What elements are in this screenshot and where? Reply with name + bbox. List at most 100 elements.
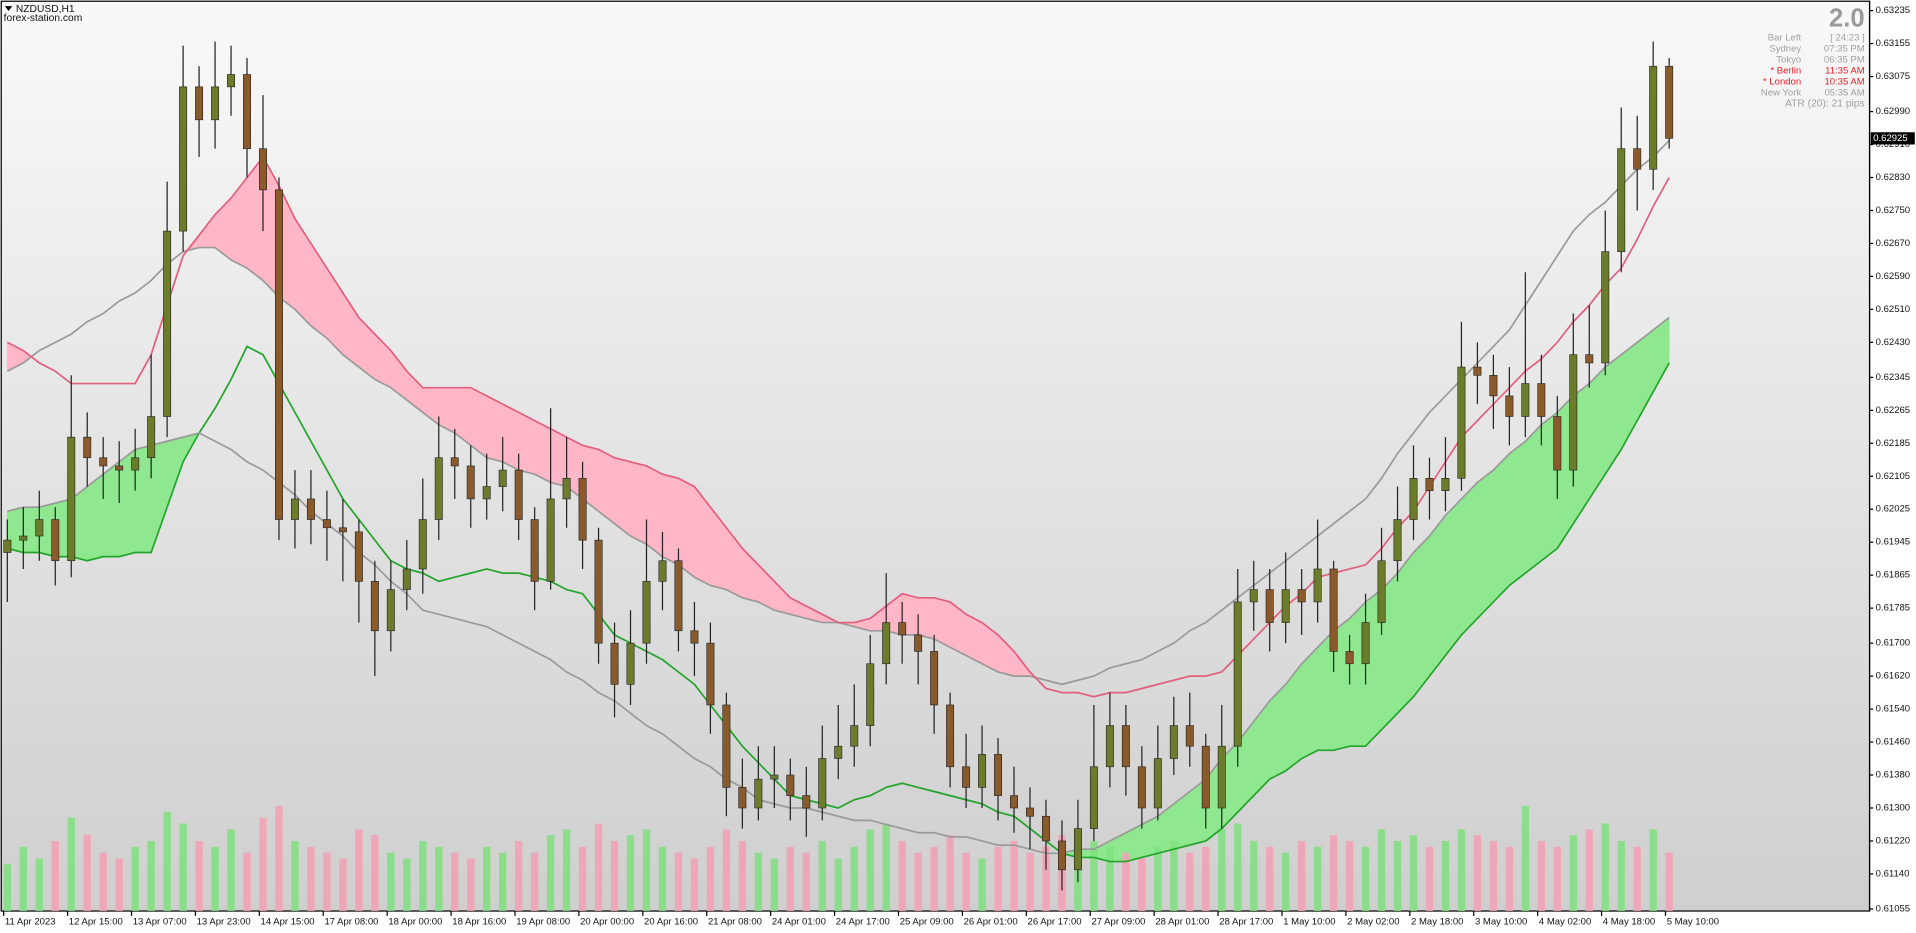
candle-body: [1089, 766, 1098, 829]
volume-bar: [866, 829, 874, 912]
volume-bar: [1585, 829, 1593, 912]
candle-body: [434, 457, 443, 520]
volume-bar: [1026, 852, 1034, 912]
volume-bar: [243, 852, 251, 912]
candle-body: [578, 478, 587, 541]
candle-body: [386, 589, 395, 632]
y-tick-label: 0.62990: [1876, 106, 1910, 117]
volume-bar: [770, 858, 778, 912]
y-tick-label: 0.61785: [1876, 603, 1910, 614]
candle-body: [1345, 651, 1354, 665]
candle-body: [1457, 366, 1466, 479]
candle-body: [706, 642, 715, 706]
volume-bar: [802, 852, 810, 912]
candle-body: [546, 498, 555, 582]
candle-body: [866, 663, 875, 726]
volume-bar: [339, 858, 347, 912]
band-fill: [1397, 551, 1414, 715]
candle-body: [898, 622, 907, 636]
candle-body: [690, 630, 699, 644]
volume-bar: [578, 846, 587, 912]
x-tick-label: 2 May 02:00: [1347, 917, 1399, 928]
panel-label: New York: [1761, 87, 1801, 98]
candle-body: [1281, 589, 1290, 623]
candle-body: [738, 787, 747, 809]
y-tick-label: 0.61460: [1876, 737, 1910, 748]
candle-body: [211, 86, 220, 121]
candle-body: [83, 436, 92, 459]
volume-bar: [754, 852, 763, 912]
x-tick-label: 19 Apr 08:00: [516, 917, 570, 928]
candle-body: [530, 519, 539, 582]
candle-body: [1521, 383, 1530, 417]
candle-body: [1361, 622, 1370, 665]
candle-body: [610, 642, 619, 685]
volume-bar: [594, 823, 603, 912]
indicator-line: [7, 316, 1670, 855]
band-fill: [1413, 535, 1430, 698]
x-tick-label: 24 Apr 17:00: [836, 917, 890, 928]
volume-bar: [275, 805, 283, 912]
volume-bar: [355, 829, 363, 912]
volume-bar: [834, 858, 842, 912]
candle-body: [1137, 766, 1146, 809]
volume-bar: [1138, 858, 1146, 912]
volume-bar: [1218, 829, 1226, 912]
band-fill: [630, 461, 647, 545]
band-fill: [1477, 469, 1494, 620]
volume-bar: [1329, 835, 1338, 912]
candle-body: [1217, 745, 1226, 809]
candle-body: [1201, 745, 1210, 809]
y-tick-label: 0.62750: [1876, 205, 1910, 216]
volume-bar: [818, 841, 826, 912]
x-tick-label: 13 Apr 23:00: [197, 917, 251, 928]
y-tick-label: 0.62590: [1876, 271, 1910, 282]
x-tick-label: 1 May 10:00: [1283, 917, 1335, 928]
candle-body: [147, 416, 156, 459]
candle-body: [978, 754, 987, 788]
volume-bar: [419, 841, 427, 912]
x-tick-label: 17 Apr 08:00: [324, 917, 378, 928]
volume-bar: [1313, 846, 1322, 912]
volume-bar: [1266, 846, 1274, 912]
candle-body: [850, 725, 859, 747]
candle-body: [1313, 568, 1322, 603]
band-fill: [86, 473, 104, 562]
panel-value: 11:35 AM: [1825, 65, 1865, 76]
x-tick-label: 21 Apr 08:00: [708, 917, 762, 928]
candle-body: [1121, 725, 1130, 768]
candle-body: [1601, 251, 1610, 364]
menu-triangle[interactable]: [4, 6, 13, 11]
volume-bar: [1569, 835, 1577, 912]
candle-body: [1489, 375, 1498, 397]
volume-bar: [1010, 841, 1018, 912]
candle-body: [1537, 383, 1546, 417]
panel-value: 05:35 AM: [1824, 87, 1864, 98]
volume-bar: [1665, 852, 1673, 912]
volume-bar: [1473, 835, 1482, 912]
x-tick-label: 26 Apr 01:00: [964, 917, 1018, 928]
volume-bar: [1649, 829, 1657, 912]
volume-bar: [307, 846, 315, 912]
volume-bar: [403, 858, 411, 912]
y-tick-label: 0.62265: [1876, 405, 1910, 416]
panel-value: 07:35 PM: [1824, 43, 1865, 54]
panel-label: Tokyo: [1776, 54, 1801, 65]
volume-bar: [1250, 841, 1258, 912]
y-tick-label: 0.62185: [1876, 438, 1910, 449]
x-tick-label: 2 May 18:00: [1411, 917, 1463, 928]
volume-bar: [850, 846, 858, 912]
candle-body: [1057, 840, 1066, 871]
volume-bar: [451, 852, 459, 912]
volume-bar: [1297, 841, 1306, 912]
y-tick-label: 0.62345: [1876, 372, 1910, 383]
plot-area: [3, 41, 1674, 912]
band-fill: [917, 597, 935, 640]
candle-body: [163, 230, 172, 417]
y-tick-label: 0.61865: [1876, 570, 1910, 581]
candle-body: [402, 568, 411, 590]
y-tick-label: 0.62830: [1876, 172, 1910, 183]
candle-body: [1505, 395, 1514, 417]
volume-bar: [195, 841, 203, 912]
x-tick-label: 14 Apr 15:00: [261, 917, 315, 928]
